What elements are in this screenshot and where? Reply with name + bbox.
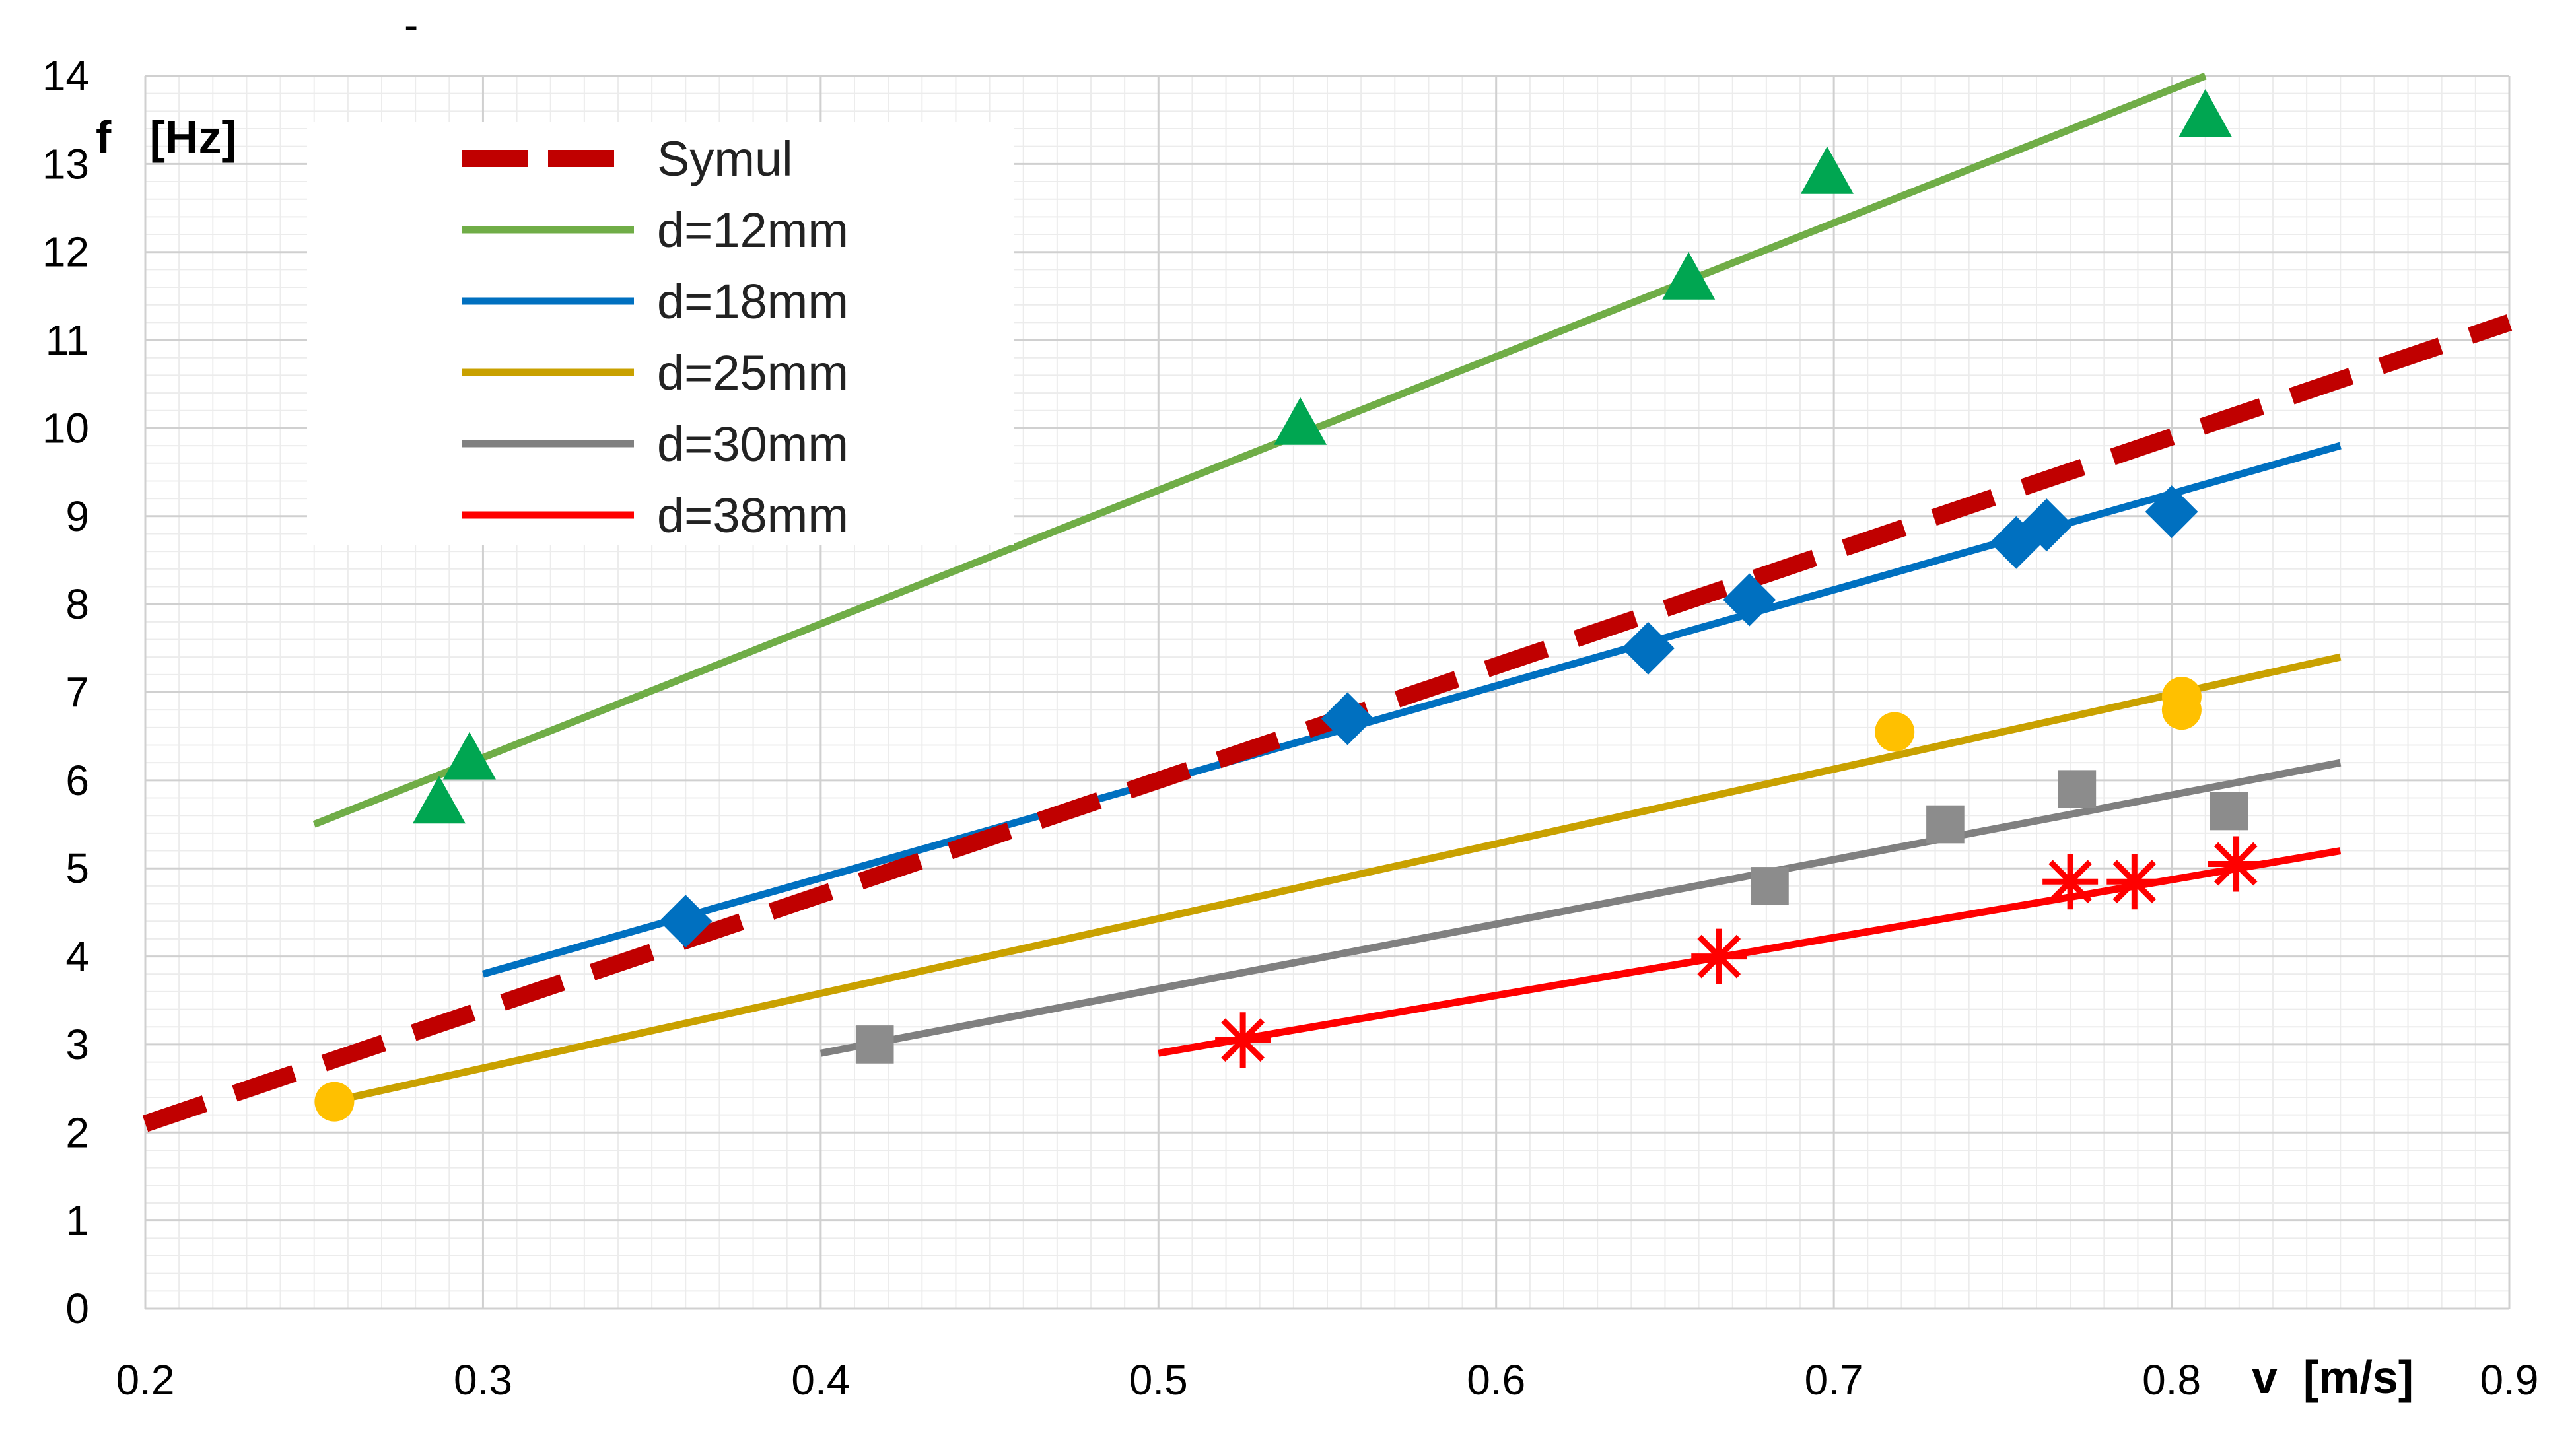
y-axis-title: f [Hz] — [96, 112, 237, 163]
x-tick-label: 0.8 — [2142, 1356, 2201, 1404]
y-tick-label: 13 — [42, 140, 89, 188]
data-point-d-25mm — [1875, 712, 1915, 752]
legend-background — [307, 122, 1014, 545]
y-tick-label: 6 — [65, 757, 89, 804]
x-tick-label: 0.4 — [791, 1356, 850, 1404]
stray-mark: - — [404, 1, 418, 49]
x-tick-label: 0.5 — [1129, 1356, 1188, 1404]
series-plot-area — [142, 72, 2513, 1132]
data-point-d-30mm — [2210, 792, 2248, 831]
y-tick-label: 7 — [65, 669, 89, 716]
data-point-d-12mm — [1662, 252, 1716, 300]
data-point-d-18mm — [1723, 573, 1776, 627]
legend-label-d-25mm: d=25mm — [657, 345, 849, 400]
data-point-d-30mm — [1751, 867, 1789, 905]
data-point-d-18mm — [659, 895, 713, 948]
data-point-d-12mm — [1800, 146, 1854, 194]
legend-label-symul: Symul — [657, 131, 793, 186]
y-tick-label: 10 — [42, 404, 89, 452]
y-tick-label: 5 — [65, 844, 89, 892]
data-point-d-12mm — [442, 732, 496, 780]
y-tick-label: 2 — [65, 1109, 89, 1156]
x-tick-label: 0.6 — [1467, 1356, 1525, 1404]
legend: Symul d=12mm d=18mm d=25mm d=30mm d=38mm — [307, 122, 1014, 545]
x-tick-label: 0.9 — [2480, 1356, 2539, 1404]
data-point-d-12mm — [412, 776, 466, 824]
y-tick-label: 14 — [42, 52, 89, 100]
data-point-d-38mm — [1215, 1012, 1271, 1068]
data-point-d-18mm — [1321, 692, 1374, 745]
legend-label-d-12mm: d=12mm — [657, 203, 849, 258]
data-point-d-25mm — [314, 1082, 355, 1122]
data-point-d-38mm — [2042, 854, 2099, 910]
labels: f [Hz] v [m/s] - — [96, 1, 2414, 1403]
legend-label-d-38mm: d=38mm — [657, 488, 849, 543]
y-tick-label: 3 — [65, 1021, 89, 1068]
y-tick-label: 8 — [65, 580, 89, 628]
y-tick-label: 4 — [65, 933, 89, 980]
data-point-d-38mm — [2106, 854, 2163, 910]
x-tick-label: 0.3 — [454, 1356, 512, 1404]
x-tick-label: 0.2 — [116, 1356, 175, 1404]
data-point-d-18mm — [2020, 498, 2073, 552]
series-line-d-12mm — [312, 72, 2207, 828]
data-point-d-30mm — [855, 1025, 894, 1064]
y-tick-label: 12 — [42, 228, 89, 276]
y-tick-label: 0 — [65, 1285, 89, 1332]
y-tick-label: 1 — [65, 1197, 89, 1245]
data-point-d-12mm — [1274, 397, 1327, 445]
legend-label-d-18mm: d=18mm — [657, 274, 849, 329]
x-tick-label: 0.7 — [1805, 1356, 1863, 1404]
data-point-d-25mm — [2161, 677, 2202, 717]
axes: 0.2 0.3 0.4 0.5 0.6 0.7 0.8 0.90123456789101112… — [42, 52, 2539, 1404]
series-line-d-25mm — [330, 653, 2342, 1105]
data-point-d-12mm — [2178, 89, 2232, 137]
data-point-d-18mm — [2145, 485, 2198, 539]
data-point-d-38mm — [1691, 928, 1747, 984]
data-point-d-38mm — [2208, 836, 2264, 892]
x-axis-title: v [m/s] — [2252, 1352, 2414, 1403]
data-point-d-30mm — [1926, 805, 1965, 844]
y-tick-label: 11 — [46, 316, 89, 364]
data-point-d-18mm — [1621, 621, 1675, 675]
legend-label-d-30mm: d=30mm — [657, 417, 849, 471]
data-point-d-30mm — [2058, 770, 2097, 808]
series-line-d-30mm — [819, 759, 2342, 1057]
y-tick-label: 9 — [65, 493, 89, 540]
